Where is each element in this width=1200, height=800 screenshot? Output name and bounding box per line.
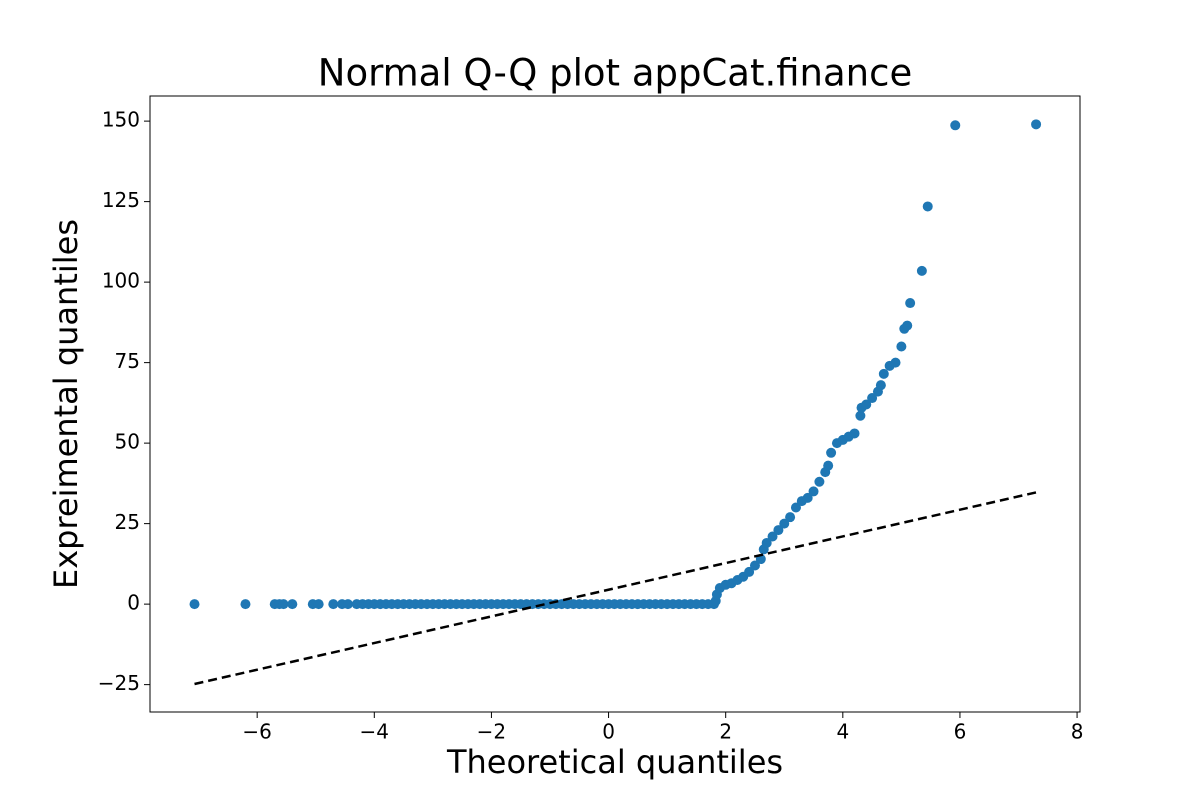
x-tick-label: 2 <box>719 720 732 744</box>
point <box>744 566 755 577</box>
x-tick-label: 8 <box>1071 720 1084 744</box>
point <box>950 120 961 131</box>
point <box>328 599 339 610</box>
point <box>779 518 790 529</box>
point <box>342 599 353 610</box>
point <box>287 599 298 610</box>
x-tick-label: −4 <box>360 720 389 744</box>
point <box>313 599 324 610</box>
point <box>240 599 251 610</box>
chart-title: Normal Q-Q plot appCat.finance <box>318 52 912 95</box>
y-tick-label: 100 <box>102 269 140 293</box>
axes-frame <box>149 95 1081 713</box>
x-tick-label: 4 <box>836 720 849 744</box>
point <box>905 298 916 309</box>
point <box>849 428 860 439</box>
x-tick-label: −2 <box>477 720 506 744</box>
point <box>814 476 825 487</box>
y-tick-label: 150 <box>102 108 140 132</box>
point <box>855 410 866 421</box>
point <box>761 537 772 548</box>
point <box>875 380 886 391</box>
point <box>808 486 819 497</box>
y-axis-label: Expreimental quantiles <box>47 219 85 589</box>
point <box>922 201 933 212</box>
point <box>773 525 784 536</box>
point <box>896 341 907 352</box>
point <box>749 560 760 571</box>
point <box>826 447 837 458</box>
x-tick-label: 6 <box>954 720 967 744</box>
point <box>278 599 289 610</box>
y-tick-label: 50 <box>115 430 140 454</box>
reference-line <box>194 491 1037 686</box>
point <box>1031 119 1042 130</box>
x-tick-label: 0 <box>602 720 615 744</box>
point <box>867 393 878 404</box>
y-tick-label: 75 <box>115 349 140 373</box>
point <box>861 399 872 410</box>
x-tick-label: −6 <box>242 720 271 744</box>
point <box>902 320 913 331</box>
y-tick-label: 25 <box>115 510 140 534</box>
point <box>189 599 200 610</box>
point <box>823 460 834 471</box>
point <box>878 368 889 379</box>
y-tick-label: 0 <box>127 591 140 615</box>
x-axis-label: Theoretical quantiles <box>446 743 783 781</box>
y-tick-label: 125 <box>102 188 140 212</box>
y-tick-label: −25 <box>98 671 140 695</box>
point <box>767 531 778 542</box>
point <box>790 502 801 513</box>
point <box>890 357 901 368</box>
point <box>785 512 796 523</box>
point <box>916 265 927 276</box>
point <box>802 492 813 503</box>
